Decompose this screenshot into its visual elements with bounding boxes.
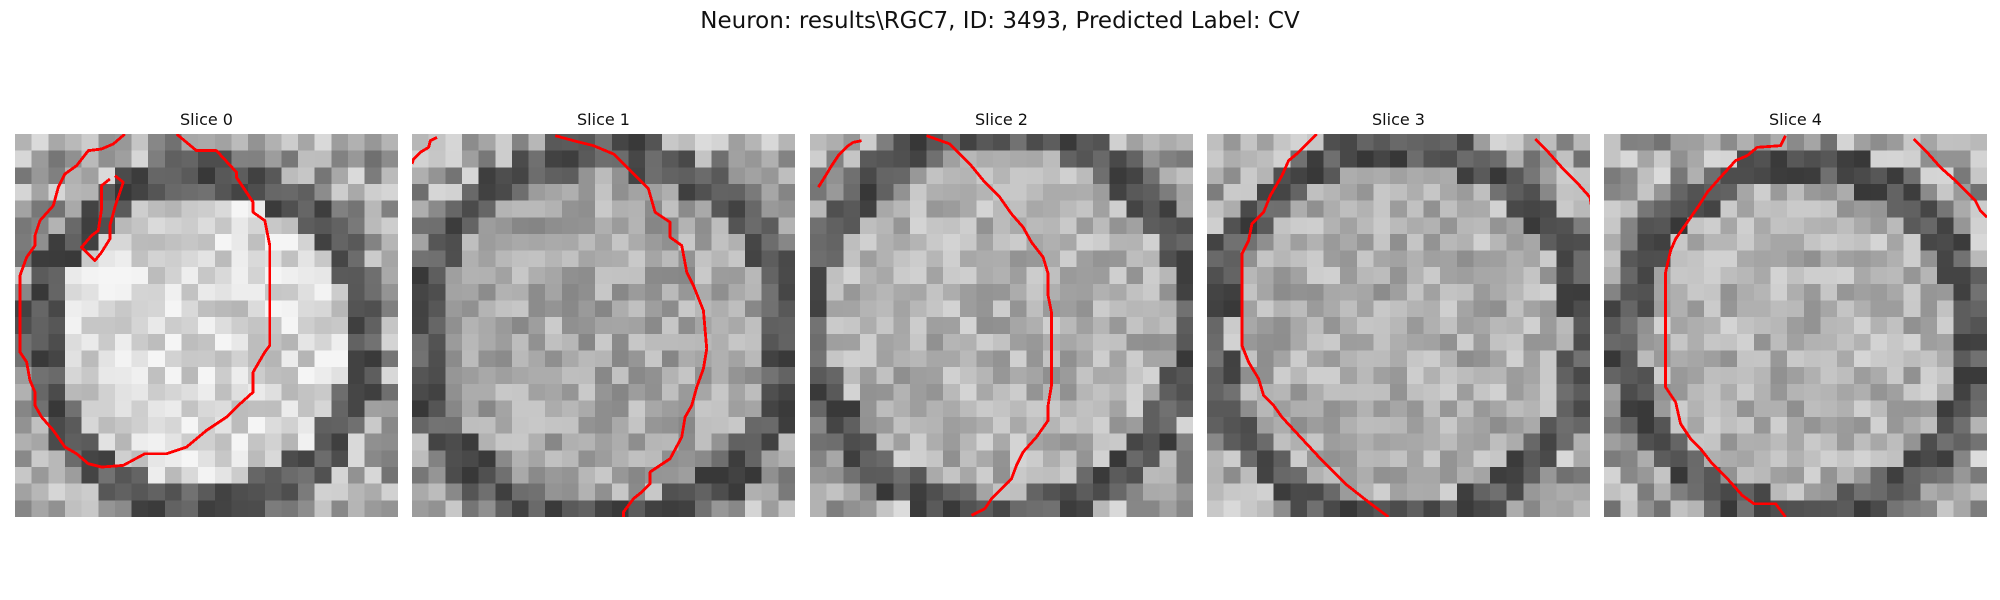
grayscale-pixels (412, 134, 795, 517)
grayscale-pixels (15, 134, 398, 517)
slice-panel: Slice 3 (1207, 108, 1590, 517)
figure-title: Neuron: results\RGC7, ID: 3493, Predicte… (700, 8, 1300, 34)
segmentation-contour (18, 134, 272, 469)
slice-title: Slice 2 (975, 110, 1028, 129)
segmentation-contour (1534, 137, 1590, 206)
segmentation-contour (1240, 134, 1390, 517)
grayscale-pixels (1604, 134, 1987, 517)
slice-panel: Slice 1 (412, 108, 795, 517)
slice-title: Slice 3 (1372, 110, 1425, 129)
slice-title: Slice 4 (1769, 110, 1822, 129)
slice-panel: Slice 4 (1604, 108, 1987, 517)
slice-title: Slice 0 (180, 110, 233, 129)
segmentation-contour (1912, 137, 1987, 219)
segmentation-contour (412, 136, 438, 165)
segmentation-contour (817, 139, 862, 189)
slice-panel: Slice 2 (810, 108, 1193, 517)
grayscale-pixels (810, 134, 1193, 517)
slice-title: Slice 1 (577, 110, 630, 129)
segmentation-contour (80, 174, 125, 262)
grayscale-pixels (1207, 134, 1590, 517)
segmentation-contour (554, 134, 709, 517)
slice-image (1604, 134, 1987, 517)
slice-panel: Slice 0 (15, 108, 398, 517)
segmentation-contour (1664, 135, 1787, 517)
slice-image (1207, 134, 1590, 517)
slice-image (810, 134, 1193, 517)
slice-image (412, 134, 795, 517)
segmentation-contour (926, 134, 1053, 517)
slice-image (15, 134, 398, 517)
